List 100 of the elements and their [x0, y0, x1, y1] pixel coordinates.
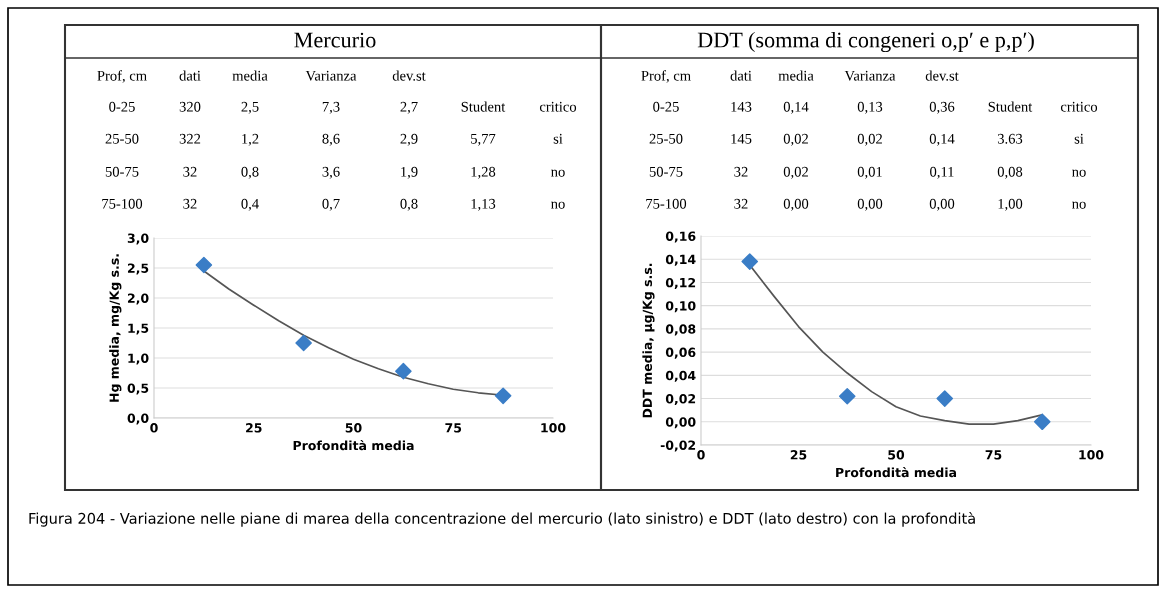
point	[838, 387, 856, 405]
text: 320	[179, 101, 201, 112]
text: 5,77	[471, 133, 496, 146]
point	[1033, 413, 1051, 431]
text: 25-50	[105, 133, 139, 144]
text: 0,01	[857, 166, 882, 179]
text: 32	[734, 166, 748, 177]
text: media	[778, 70, 814, 81]
y-tick-label: 1,5	[128, 323, 149, 335]
text: 1,13	[471, 198, 496, 211]
y-tick-label: 2,5	[127, 263, 149, 275]
text: critico	[1060, 101, 1098, 112]
text: 0,36	[929, 101, 955, 114]
text: no	[551, 169, 565, 177]
text: 75-100	[102, 198, 143, 209]
y-tick-label: 0,08	[665, 324, 696, 336]
text: 0,00	[929, 198, 955, 211]
y-tick-label: -0,02	[660, 440, 696, 452]
y-tick-label: 1,0	[128, 353, 149, 365]
text: Student	[461, 101, 506, 112]
text: dati	[730, 70, 752, 81]
point	[494, 387, 512, 405]
point	[741, 253, 759, 270]
point	[936, 390, 954, 407]
y-tick-label: 0,04	[665, 370, 696, 382]
text: 0,02	[857, 133, 882, 146]
text: 1,28	[471, 166, 496, 179]
text: 0,11	[930, 166, 954, 179]
text: media	[232, 70, 268, 81]
text: Prof, cm	[97, 70, 147, 83]
point	[195, 256, 213, 274]
y-tick-label: 3,0	[127, 233, 149, 245]
text: 1,00	[998, 198, 1023, 211]
point	[295, 334, 312, 352]
chart-title: DDT (somma di congeneri o,p′ e p,p′)	[697, 31, 1034, 53]
text: 32	[183, 166, 197, 177]
text: Varianza	[844, 70, 896, 81]
text: 0,14	[929, 133, 955, 146]
x-axis-title: Profondità media	[836, 467, 957, 478]
text: 2,5	[241, 101, 259, 114]
text: Student	[988, 101, 1033, 112]
text: 322	[179, 133, 201, 144]
text: 0,00	[857, 198, 883, 211]
text: 1,9	[401, 166, 418, 179]
text: 3.63	[997, 133, 1023, 144]
x-tick-label: 25	[246, 423, 262, 433]
text: 32	[734, 198, 748, 209]
x-tick-label: 75	[985, 450, 1002, 460]
text: dev.st	[392, 70, 426, 81]
y-tick-label: 0,10	[665, 301, 696, 313]
y-tick-label: 0,16	[665, 231, 696, 243]
y-axis-title: DDT media, µg/Kg s.s.	[642, 263, 655, 418]
x-tick-label: 25	[790, 450, 807, 460]
text: 3,6	[322, 166, 340, 179]
text: no	[1072, 201, 1086, 209]
text: no	[1072, 169, 1086, 177]
text: 75-100	[646, 198, 687, 209]
text: Varianza	[305, 70, 357, 81]
text: 25-50	[649, 133, 683, 144]
text: si	[1074, 133, 1084, 144]
text: 0,8	[241, 166, 259, 179]
x-axis-title: Profondità media	[293, 440, 414, 451]
x-tick-label: 50	[345, 423, 362, 433]
x-tick-label: 0	[150, 423, 158, 433]
y-tick-label: 0,02	[665, 394, 696, 406]
y-tick-label: 2,0	[127, 293, 149, 305]
text: 0,8	[400, 198, 418, 211]
text: 0-25	[109, 101, 135, 112]
text: 0,02	[783, 133, 808, 146]
x-tick-label: 0	[697, 450, 705, 460]
text: 0,14	[783, 101, 809, 114]
text: 8,6	[322, 133, 340, 146]
x-tick-label: 75	[445, 423, 462, 433]
y-tick-label: 0,14	[665, 254, 696, 266]
point	[395, 362, 412, 380]
text: 0,08	[997, 166, 1023, 179]
text: 143	[731, 101, 752, 112]
text: 0,7	[322, 198, 340, 211]
chart-title: Mercurio	[294, 32, 376, 48]
text: 0,4	[241, 198, 259, 211]
text: 7,3	[322, 101, 340, 114]
text: Prof, cm	[641, 70, 691, 83]
y-tick-label: 0,12	[665, 277, 696, 289]
y-tick-label: 0,0	[127, 413, 149, 425]
text: Figura 204 - Variazione nelle piane di marea della concentrazione del mercurio (lato sinistro) e DDT (lato destro) con la profondità	[29, 512, 975, 527]
y-tick-label: 0,06	[665, 347, 696, 359]
text: critico	[539, 101, 577, 112]
text: 32	[183, 198, 197, 209]
y-tick-label: 0,5	[127, 383, 149, 395]
text: 2,9	[400, 133, 418, 146]
text: 0,00	[783, 198, 809, 211]
text: 0,02	[783, 166, 808, 179]
y-tick-label: 0,00	[665, 417, 696, 429]
text: 145	[731, 133, 752, 144]
text: 50-75	[105, 166, 139, 177]
text: 50-75	[649, 166, 683, 177]
text: 0-25	[653, 101, 679, 112]
text: dev.st	[925, 70, 959, 81]
y-axis-title: Hg media, mg/Kg s.s.	[109, 254, 122, 402]
text: si	[553, 133, 563, 144]
